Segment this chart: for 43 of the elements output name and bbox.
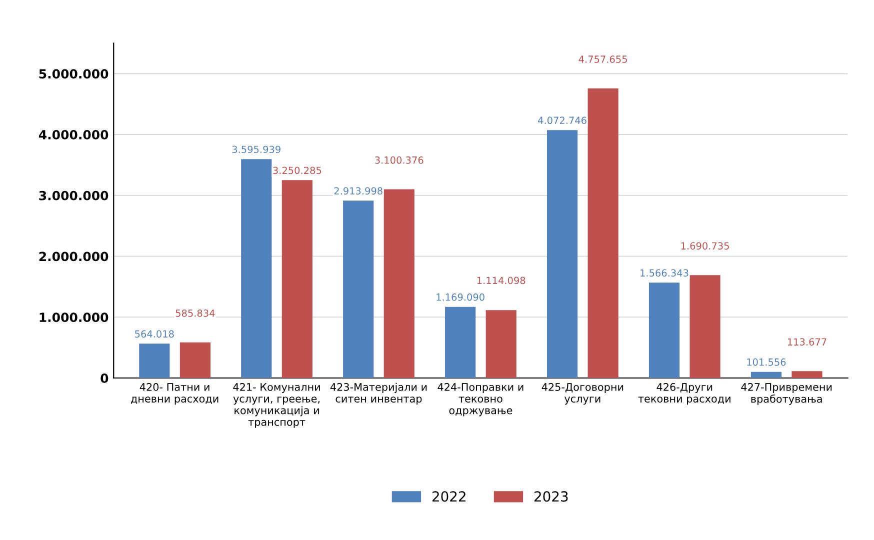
- bar: [690, 275, 720, 378]
- data-label: 4.072.746: [538, 116, 586, 124]
- data-label: 1.566.343: [640, 269, 688, 277]
- bar: [384, 189, 414, 378]
- data-label: 4.757.655: [578, 56, 627, 63]
- bar: [546, 130, 578, 378]
- bar: [343, 200, 374, 378]
- data-label: 2.913.998: [334, 187, 382, 195]
- x-tick-label: 425-Договорни услуги: [542, 383, 624, 405]
- y-tick-label: 2.000.000: [39, 252, 108, 262]
- y-tick-label: 0: [100, 373, 108, 383]
- data-label: 1.114.098: [477, 276, 526, 284]
- data-label: 1.169.090: [436, 293, 484, 301]
- bar: [486, 310, 516, 378]
- legend-label: 2023: [534, 491, 568, 502]
- x-tick-label: 420- Патни и дневни расходи: [131, 383, 218, 405]
- x-tick-label: 427-Привремени вработувања: [741, 383, 832, 405]
- y-tick-label: 1.000.000: [40, 312, 108, 322]
- bar: [445, 306, 476, 378]
- x-tick-label: 421- Комунални услуги, греење, комуникација и транспорт: [233, 383, 320, 428]
- bar: [139, 344, 170, 378]
- data-label: 3.595.939: [232, 146, 280, 154]
- data-label: 101.556: [747, 358, 786, 366]
- legend-label: 2022: [432, 491, 466, 502]
- data-label: 564.018: [135, 330, 174, 338]
- x-tick-label: 424-Поправки и тековно одржување: [438, 383, 524, 416]
- data-label: 585.834: [176, 309, 215, 317]
- y-tick-label: 4.000.000: [38, 130, 108, 140]
- data-label: 113.677: [788, 338, 826, 346]
- bar: [588, 88, 618, 378]
- y-tick-label: 5.000.000: [39, 69, 108, 79]
- bar: [750, 372, 782, 378]
- x-tick-label: 423-Материјали и ситен инвентар: [330, 382, 427, 405]
- data-label: 3.250.285: [273, 166, 322, 174]
- data-label: 3.100.376: [375, 156, 424, 164]
- x-tick-label: 426-Други тековни расходи: [638, 383, 730, 405]
- bar: [180, 342, 210, 378]
- bar: [648, 282, 680, 378]
- data-label: 1.690.735: [681, 242, 729, 250]
- bar: [792, 371, 822, 378]
- y-tick-label: 3.000.000: [39, 190, 108, 200]
- bar: [241, 159, 272, 378]
- bar: [282, 180, 312, 378]
